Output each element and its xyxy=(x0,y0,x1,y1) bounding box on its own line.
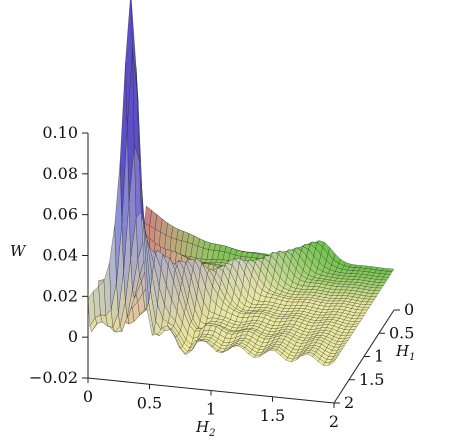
z-tick-label: 0.10 xyxy=(42,123,78,142)
z-tick-label: 0.04 xyxy=(42,246,78,265)
z-tick-label: −0.02 xyxy=(29,368,78,387)
z-tick-label: 0.08 xyxy=(42,164,78,183)
z-tick-labels: −0.02 0 0.02 0.04 0.06 0.08 0.10 xyxy=(29,123,88,387)
x-tick-label: 1 xyxy=(206,400,216,419)
x-tick-labels: 0 0.5 1 1.5 2 xyxy=(83,378,339,431)
y-tick-label: 1 xyxy=(374,347,384,366)
x-axis-label-sub: 2 xyxy=(208,428,215,439)
y-tick-label: 2 xyxy=(344,393,354,412)
surface-patch xyxy=(328,359,336,366)
z-axis-label: W xyxy=(10,242,27,260)
z-tick-label: 0 xyxy=(68,327,78,346)
y-tick-labels: 0 0.5 1 1.5 2 xyxy=(334,300,414,412)
z-tick-label: 0.06 xyxy=(42,205,78,224)
x-tick-label: 0 xyxy=(83,387,93,406)
z-tick-label: 0.02 xyxy=(42,286,78,305)
y-tick-label: 0 xyxy=(404,300,414,319)
x-axis-label-main: H xyxy=(195,418,210,436)
x-tick-label: 2 xyxy=(329,412,339,431)
y-tick-label: 0.5 xyxy=(389,323,414,342)
y-axis-label-main: H xyxy=(395,342,410,360)
x-axis-label: H2 xyxy=(195,418,215,439)
surface xyxy=(87,0,395,366)
y-tick-label: 1.5 xyxy=(359,370,384,389)
x-tick-label: 0.5 xyxy=(137,393,162,412)
x-tick-label: 1.5 xyxy=(260,406,285,425)
y-axis-label-sub: 1 xyxy=(409,352,415,363)
y-axis-label: H1 xyxy=(395,342,415,363)
